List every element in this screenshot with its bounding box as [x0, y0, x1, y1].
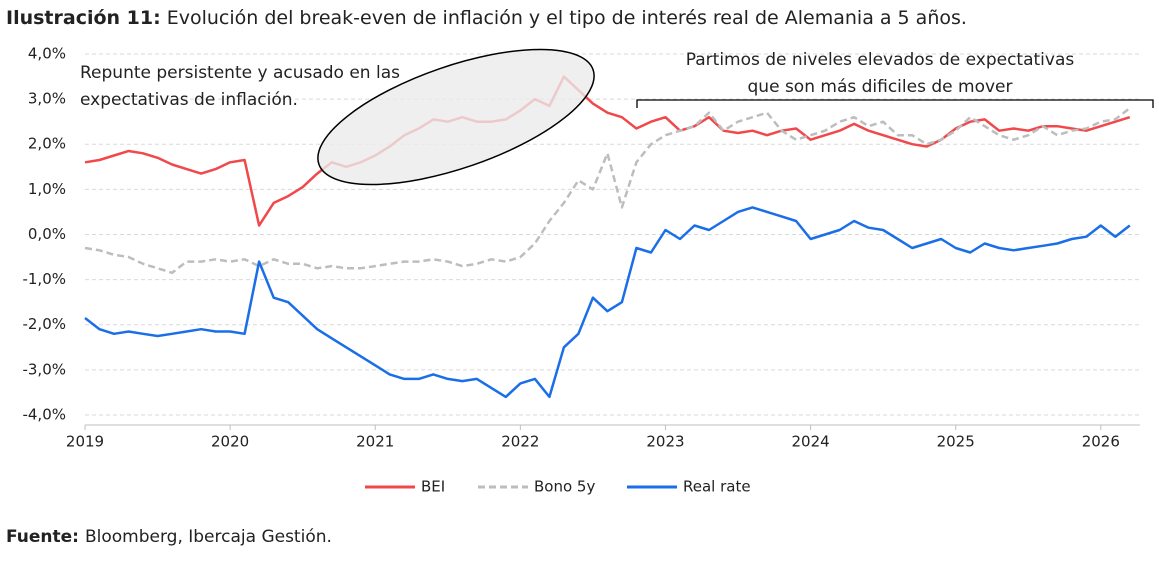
x-tick-label: 2025: [937, 433, 975, 451]
source-label: Fuente:: [6, 527, 79, 547]
annotation: que son más dificiles de mover: [748, 77, 1013, 97]
y-tick-label: -1,0%: [22, 270, 66, 288]
highlight-ellipse: [317, 48, 595, 186]
x-tick-label: 2020: [211, 433, 249, 451]
legend-label: Real rate: [683, 478, 751, 496]
series-line: [84, 206, 1131, 399]
plot-area: 4,0% 3,0% 2,0% 1,0% 0,0% -1,0% -2,0% -3,0% -4,0%…: [22, 45, 1140, 451]
y-tick-label: -4,0%: [22, 405, 66, 423]
annotation: expectativas de inflación.: [80, 90, 298, 110]
x-tick-label: 2023: [646, 433, 684, 451]
title-label: Ilustración 11:: [6, 7, 161, 29]
y-tick-label: 1,0%: [28, 180, 66, 198]
x-tick-label: 2022: [501, 433, 539, 451]
y-tick-label: -3,0%: [22, 360, 66, 378]
x-tick-label: 2019: [66, 433, 104, 451]
bracket: [636, 99, 1154, 108]
legend-label: BEI: [421, 478, 445, 496]
x-tick-label: 2024: [791, 433, 829, 451]
y-tick-label: 4,0%: [28, 45, 66, 63]
legend: BEI Bono 5y Real rate: [365, 478, 751, 496]
source: Fuente: Bloomberg, Ibercaja Gestión.: [6, 527, 332, 547]
y-tick-label: 2,0%: [28, 135, 66, 153]
annotation: Partimos de niveles elevados de expectat…: [686, 50, 1075, 70]
source-text: Bloomberg, Ibercaja Gestión.: [85, 527, 332, 547]
y-tick-label: 0,0%: [28, 225, 66, 243]
chart-title: Ilustración 11: Evolución del break-even …: [6, 7, 967, 29]
legend-label: Bono 5y: [534, 478, 595, 496]
x-tick-label: 2021: [356, 433, 394, 451]
annotation: Repunte persistente y acusado en las: [80, 63, 400, 83]
series-line: [84, 107, 1131, 275]
title-text: Evolución del break-even de inflación y …: [167, 7, 967, 29]
y-tick-label: 3,0%: [28, 90, 66, 108]
x-tick-label: 2026: [1082, 433, 1120, 451]
y-tick-label: -2,0%: [22, 315, 66, 333]
series-line: [84, 75, 1131, 227]
